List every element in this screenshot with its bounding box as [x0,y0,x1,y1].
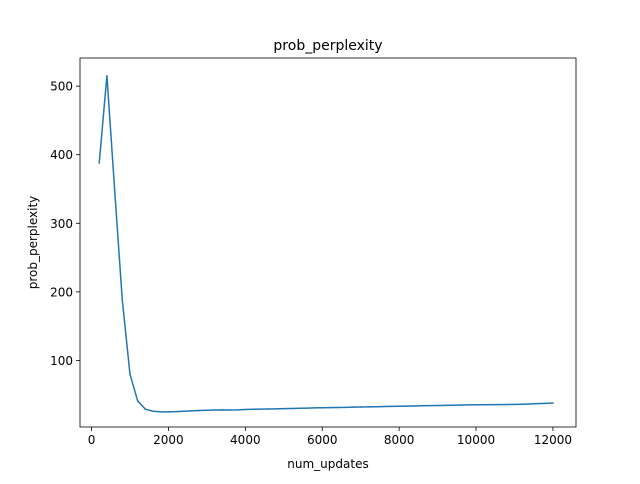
data-point [152,410,154,412]
data-point [129,373,131,375]
series-line [98,75,554,413]
data-point [406,405,408,407]
data-point [344,406,347,409]
y-tick-label: 200 [50,285,73,299]
data-point [521,403,523,405]
data-point [475,404,477,406]
data-point [183,410,185,412]
data-point [144,408,147,410]
x-tick-label: 8000 [384,433,415,447]
data-point [236,409,239,411]
data-point [121,299,124,301]
data-point [329,406,331,409]
x-axis-ticks: 0 2000 4000 6000 8000 10000 12000 [88,427,572,447]
y-tick-label: 500 [50,80,73,94]
chart-title: prob_perplexity [273,38,382,54]
data-point [244,408,247,411]
data-point [498,403,500,406]
data-point [383,405,385,408]
y-axis-label: prob_perplexity [26,196,40,290]
data-point [221,409,224,411]
data-point [159,411,162,413]
plot-area-frame [79,57,577,428]
data-point [290,407,293,410]
data-point [321,407,323,409]
data-point [252,408,254,411]
x-tick-label: 6000 [307,433,338,447]
data-point [336,406,339,409]
data-point [513,403,516,406]
data-point [298,407,300,410]
data-point [198,409,200,412]
data-point [544,402,546,405]
data-point [536,402,539,405]
x-tick-label: 12000 [534,433,572,447]
data-point [459,404,462,406]
data-point [359,406,362,408]
data-point [267,408,270,410]
data-point [436,404,439,407]
data-point [206,409,208,411]
data-point [529,403,531,405]
data-point [444,404,447,407]
data-point [467,404,470,406]
data-point [306,407,308,409]
series-points [98,75,554,413]
data-point [175,410,177,413]
data-point [313,407,316,409]
data-point [490,403,493,406]
y-axis-ticks: 100 200 300 400 500 [50,80,80,368]
data-point [229,409,231,411]
data-point [259,408,262,410]
y-tick-label: 300 [50,217,73,231]
data-point [98,162,100,164]
data-point [421,404,423,407]
data-point [429,404,431,407]
data-point [275,408,277,410]
data-point [390,405,393,408]
data-point [367,406,370,408]
data-point [113,188,116,190]
y-tick-label: 100 [50,354,73,368]
x-axis-label: num_updates [287,457,368,471]
data-point [213,409,216,411]
data-point [482,403,485,406]
x-tick-label: 2000 [153,433,184,447]
data-point [506,403,508,406]
data-point [352,406,354,408]
data-point [167,411,170,413]
x-tick-label: 0 [88,433,96,447]
data-point [106,75,108,77]
data-point [375,405,377,408]
data-point [190,410,193,412]
data-point [398,405,400,407]
data-point [283,407,285,410]
y-tick-label: 400 [50,148,73,162]
data-point [452,404,454,406]
data-point [413,405,416,407]
data-point [136,400,139,402]
x-tick-label: 10000 [457,433,495,447]
x-tick-label: 4000 [230,433,261,447]
data-point [552,402,554,404]
